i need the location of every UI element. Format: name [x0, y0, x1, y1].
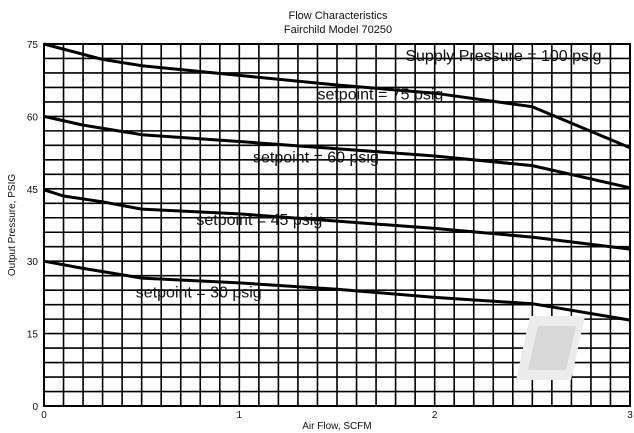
- y-tick-label: 60: [27, 112, 39, 123]
- x-tick-label: 1: [237, 410, 243, 421]
- x-tick-label: 0: [41, 410, 47, 421]
- y-tick-labels: 0 15 30 45 60 75: [27, 40, 39, 413]
- annotation-3: setpoint = 60 psig: [253, 149, 379, 166]
- y-tick-label: 15: [27, 330, 39, 341]
- y-tick-label: 30: [27, 257, 39, 268]
- y-tick-label: 0: [32, 402, 38, 413]
- annotation-2: setpoint = 75 psig: [317, 87, 443, 104]
- annotation-5: setpoint = 30 psig: [136, 284, 262, 301]
- plot-frame: [43, 43, 631, 407]
- curves: [43, 42, 631, 322]
- watermark-logo: [516, 316, 585, 380]
- annotation-1: Supply Pressure = 100 psig: [405, 48, 601, 65]
- x-tick-label: 3: [627, 410, 633, 421]
- x-axis-label: Air Flow, SCFM: [302, 421, 371, 432]
- y-tick-label: 75: [27, 40, 39, 51]
- chart-subtitle: Fairchild Model 70250: [284, 24, 392, 36]
- series-line-4: [43, 259, 631, 322]
- x-tick-label: 2: [432, 410, 438, 421]
- series-line-2: [43, 114, 631, 190]
- annotations: Supply Pressure = 100 psig setpoint = 75 …: [136, 48, 602, 302]
- y-axis-label: Output Pressure, PSIG: [7, 174, 18, 276]
- series-line-3: [43, 188, 631, 251]
- series-line-1: [43, 42, 631, 150]
- x-tick-labels: 0 1 2 3: [41, 410, 633, 421]
- chart-title: Flow Characteristics: [288, 10, 388, 22]
- annotation-4: setpoint = 45 psig: [196, 212, 322, 229]
- y-tick-label: 45: [27, 185, 39, 196]
